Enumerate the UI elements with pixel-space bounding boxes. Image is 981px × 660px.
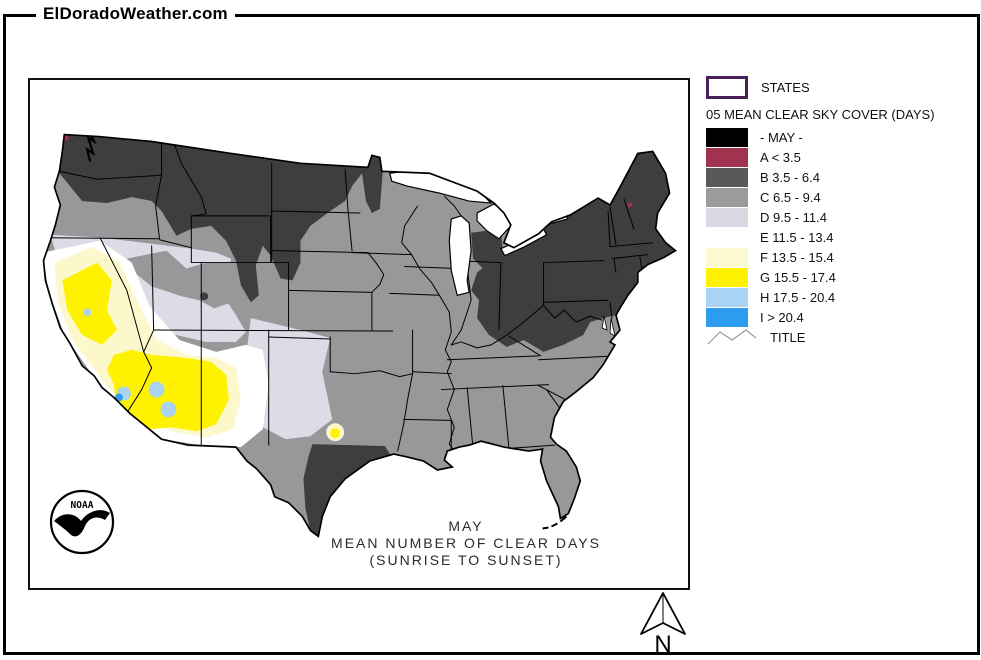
legend-swatch-i <box>706 307 748 327</box>
legend-item: G 15.5 - 17.4 <box>706 267 974 287</box>
site-title-link[interactable]: ElDoradoWeather.com <box>36 4 235 24</box>
caption-subtitle: (SUNRISE TO SUNSET) <box>369 552 563 568</box>
region-H-az-spot-3 <box>160 401 177 418</box>
legend-label: E 11.5 - 13.4 <box>760 229 834 245</box>
map-fill-regions <box>43 134 676 537</box>
legend-item: - MAY - <box>706 127 974 147</box>
legend-items: - MAY - A < 3.5 B 3.5 - 6.4 C 6.5 - 9.4 … <box>706 127 974 347</box>
legend-label: - MAY - <box>760 129 803 145</box>
florida-keys <box>542 515 568 530</box>
legend-heading: 05 MEAN CLEAR SKY COVER (DAYS) <box>706 107 935 122</box>
puget-sound <box>85 134 97 162</box>
legend-swatch-b <box>706 167 748 187</box>
legend-label: C 6.5 - 9.4 <box>760 189 821 205</box>
legend-label: A < 3.5 <box>760 149 801 165</box>
region-G-california-valley <box>62 262 117 345</box>
legend-item: B 3.5 - 6.4 <box>706 167 974 187</box>
legend-swatch-a <box>706 147 748 167</box>
legend-item: F 13.5 - 15.4 <box>706 247 974 267</box>
caption-month: MAY <box>448 518 484 534</box>
legend-swatch-c <box>706 187 748 207</box>
region-B-lasal-dot <box>200 292 209 301</box>
region-B-texas <box>303 444 395 537</box>
north-arrow-label: N <box>654 631 671 658</box>
legend-item: H 17.5 - 20.4 <box>706 287 974 307</box>
legend-item: E 11.5 - 13.4 <box>706 227 974 247</box>
region-C-utah-plateau <box>126 250 236 309</box>
noaa-logo: NOAA <box>49 489 115 555</box>
legend-item: C 6.5 - 9.4 <box>706 187 974 207</box>
noaa-bird-icon <box>54 510 110 537</box>
region-G-bigbend-dot <box>330 428 341 439</box>
legend-label: F 13.5 - 15.4 <box>760 249 834 265</box>
map-legend: STATES 05 MEAN CLEAR SKY COVER (DAYS) - … <box>706 74 974 347</box>
legend-label: TITLE <box>770 329 806 345</box>
region-B-long-island <box>613 250 646 266</box>
legend-label: B 3.5 - 6.4 <box>760 169 820 185</box>
page-border <box>3 14 980 655</box>
lake-michigan <box>448 215 472 296</box>
legend-item: A < 3.5 <box>706 147 974 167</box>
region-B-northwest <box>55 134 383 303</box>
legend-label: G 15.5 - 17.4 <box>760 269 836 285</box>
legend-states-row: STATES <box>706 74 974 100</box>
legend-item: D 9.5 - 11.4 <box>706 207 974 227</box>
map-caption: MAY MEAN NUMBER OF CLEAR DAYS (SUNRISE T… <box>316 518 616 569</box>
region-H-az-spot-2 <box>148 381 165 398</box>
region-B-florida-tip <box>574 496 589 514</box>
legend-label: D 9.5 - 11.4 <box>760 209 827 225</box>
legend-item-title: TITLE <box>706 327 974 347</box>
legend-label: H 17.5 - 20.4 <box>760 289 836 305</box>
legend-label: I > 20.4 <box>760 309 804 325</box>
noaa-text: NOAA <box>71 500 94 511</box>
region-A-newhampshire-spot <box>627 202 633 208</box>
states-swatch <box>706 75 748 99</box>
caption-title: MEAN NUMBER OF CLEAR DAYS <box>331 535 601 551</box>
map-frame: MAY MEAN NUMBER OF CLEAR DAYS (SUNRISE T… <box>28 78 690 590</box>
region-G-arizona <box>106 349 230 432</box>
states-label: STATES <box>761 79 810 95</box>
legend-swatch-h <box>706 287 748 307</box>
legend-swatch-may <box>706 127 748 147</box>
us-clear-days-map <box>42 133 677 538</box>
region-H-ca-spot <box>83 308 92 317</box>
north-arrow: N <box>640 592 686 658</box>
legend-swatch-g <box>706 267 748 287</box>
legend-swatch-f <box>706 247 748 267</box>
legend-item: I > 20.4 <box>706 307 974 327</box>
state-borders <box>45 141 654 456</box>
chesapeake-bay <box>601 316 616 337</box>
zigzag-line-icon <box>707 329 757 345</box>
legend-swatch-d <box>706 207 748 227</box>
legend-swatch-e <box>706 227 748 247</box>
